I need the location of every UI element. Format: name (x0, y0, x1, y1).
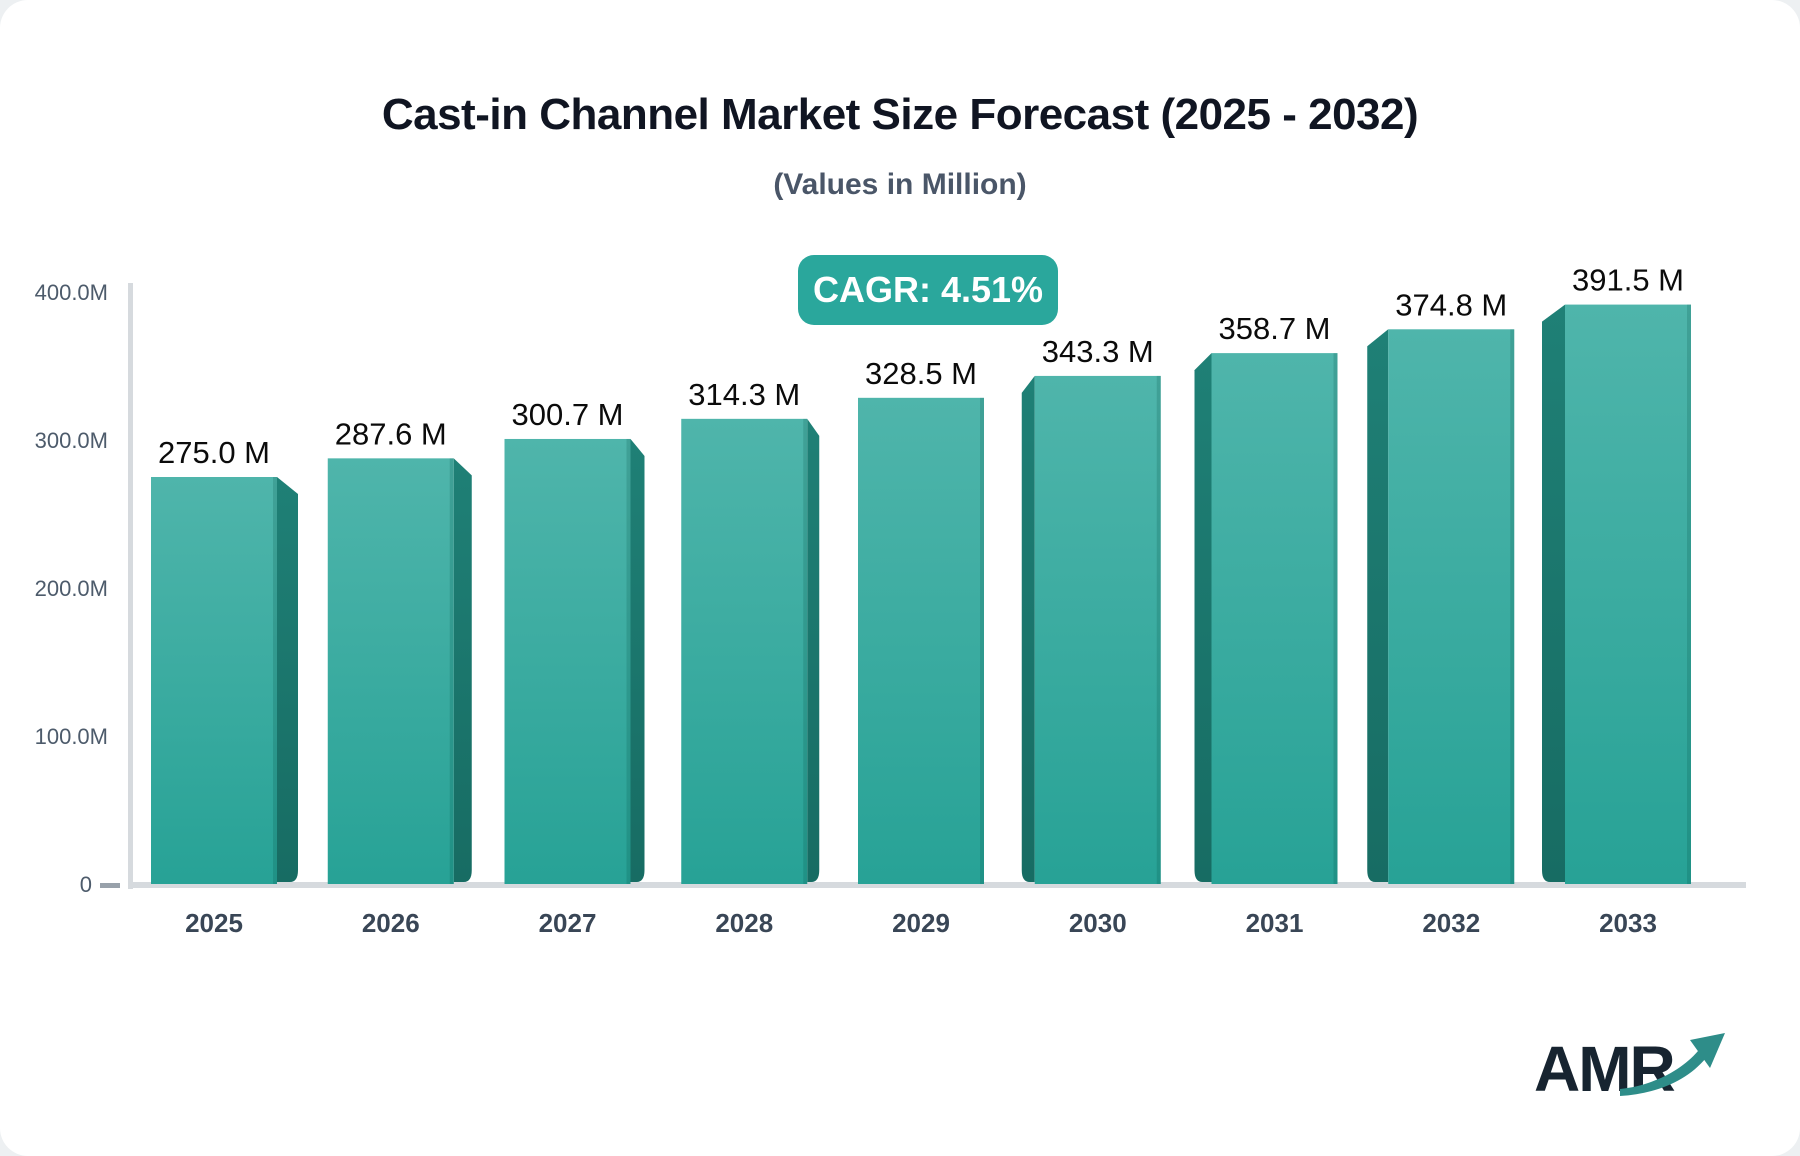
x-axis-label: 2029 (892, 908, 950, 938)
bar-side-face (1021, 375, 1035, 882)
bar-side-face (453, 458, 472, 882)
bar-edge-shade (980, 397, 984, 884)
amr-logo: AMR (1534, 1032, 1734, 1122)
y-axis-label: 0 (80, 872, 92, 897)
bar-2026 (327, 458, 454, 884)
bar-edge-shade (449, 458, 454, 884)
bar-side-face (1542, 304, 1565, 883)
x-axis-label: 2030 (1069, 908, 1127, 938)
x-axis-line (128, 882, 1746, 888)
x-axis-label: 2032 (1422, 908, 1480, 938)
bar-side-face (1194, 353, 1212, 882)
plot-area: 0 100.0M 200.0M 300.0M 400.0M 275.0 M 2025 287.… (35, 263, 1746, 938)
chart-title: Cast-in Channel Market Size Forecast (20… (381, 90, 1419, 139)
bar-edge-shade (1510, 329, 1515, 884)
bar-value-label: 391.5 M (1572, 263, 1684, 298)
bar-2030 (1034, 375, 1161, 884)
cagr-badge: CAGR: 4.51% (798, 255, 1058, 325)
bar-value-label: 374.8 M (1395, 287, 1507, 322)
bar-side-face (807, 418, 820, 882)
bar-2029 (858, 397, 984, 884)
cagr-badge-label: CAGR: 4.51% (812, 269, 1044, 310)
x-axis-label: 2031 (1246, 908, 1304, 938)
chart-subtitle: (Values in Million) (773, 168, 1027, 201)
logo-arrow-head (1690, 1033, 1725, 1068)
logo-arrow-icon (1620, 1033, 1725, 1096)
bar-side-face (630, 438, 645, 882)
bar-value-label: 358.7 M (1218, 311, 1330, 346)
bar-side-face (277, 477, 298, 882)
bar-edge-shade (1333, 353, 1338, 884)
bar-value-label: 300.7 M (511, 397, 623, 432)
bar-value-label: 343.3 M (1042, 334, 1154, 369)
bar-2028 (681, 418, 808, 884)
bar-2027 (504, 438, 631, 884)
amr-logo-text: AMR (1534, 1033, 1676, 1105)
x-axis-label: 2026 (362, 908, 420, 938)
bar-2025 (151, 477, 277, 884)
logo-arrow-swoosh (1620, 1051, 1706, 1096)
bar-edge-shade (803, 418, 808, 884)
bar-edge-shade (1156, 375, 1161, 884)
bar-2032 (1388, 329, 1515, 884)
bar-value-label: 275.0 M (158, 435, 270, 470)
y-axis-label: 300.0M (35, 428, 108, 453)
x-axis-label: 2025 (185, 908, 243, 938)
bar-value-label: 328.5 M (865, 356, 977, 391)
bar-value-label: 287.6 M (335, 416, 447, 451)
bar-edge-shade (273, 477, 277, 884)
y-axis-label: 400.0M (35, 280, 108, 305)
y-axis-label: 100.0M (35, 724, 108, 749)
y-axis-line (128, 283, 133, 889)
x-axis-label: 2033 (1599, 908, 1657, 938)
bar-2031 (1211, 353, 1338, 884)
bar-edge-shade (1687, 304, 1691, 885)
y-axis-label: 200.0M (35, 576, 108, 601)
bar-value-label: 314.3 M (688, 377, 800, 412)
x-axis-label: 2027 (539, 908, 597, 938)
x-axis-label: 2028 (715, 908, 773, 938)
zero-tick-mark (100, 883, 120, 888)
bar-edge-shade (626, 438, 631, 884)
bar-side-face (1367, 329, 1389, 882)
bar-2033 (1565, 304, 1691, 885)
